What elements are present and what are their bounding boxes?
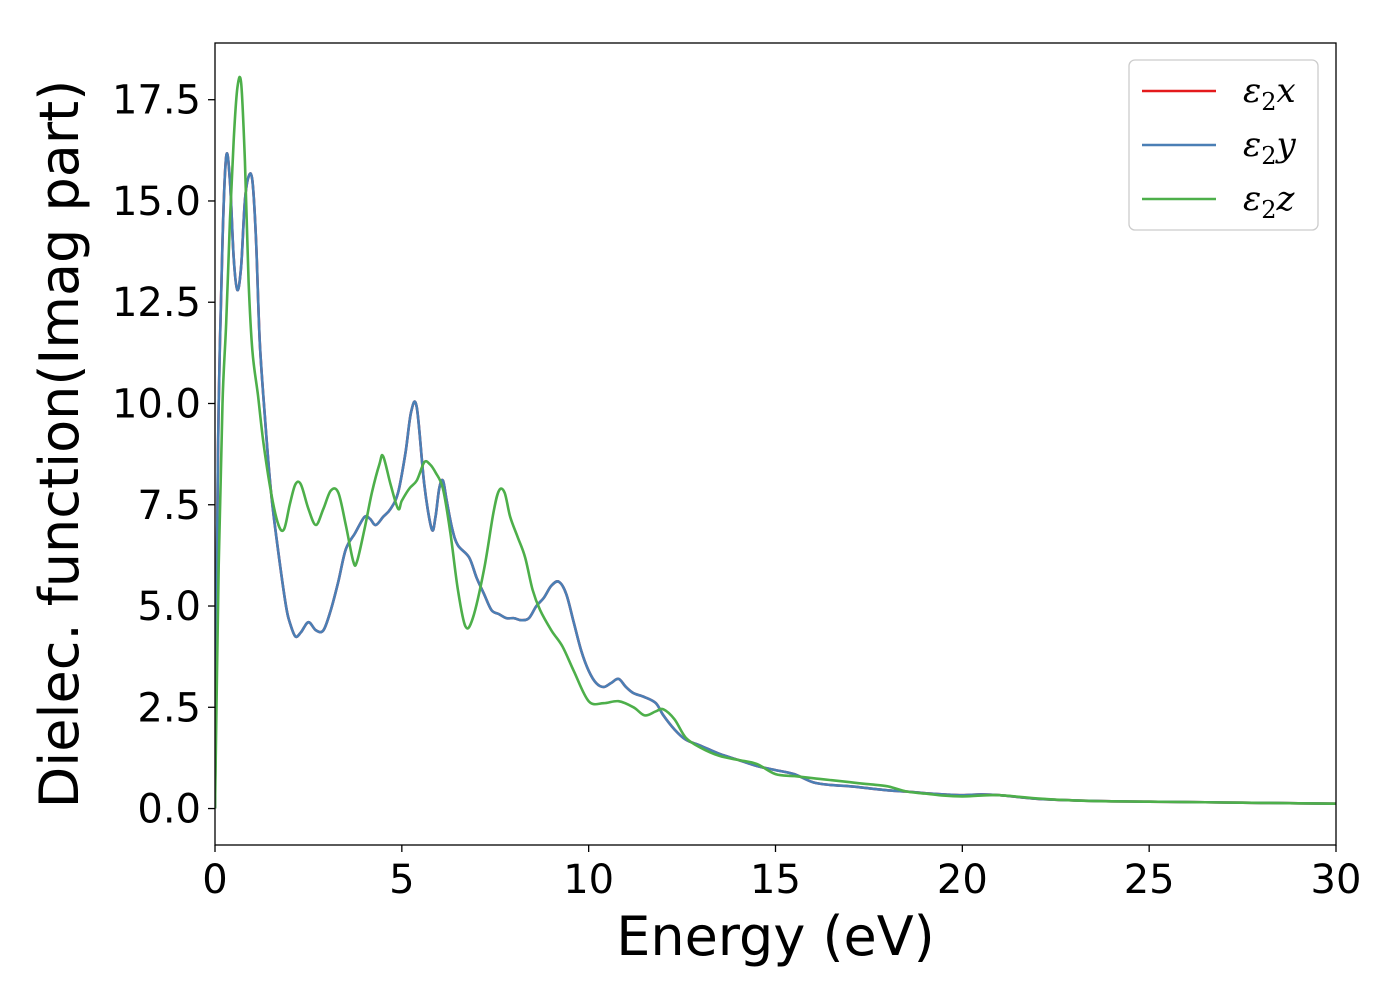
- x-tick-label: 10: [563, 857, 614, 903]
- series-line-1: [215, 152, 1336, 809]
- legend: ε2x ε2y ε2z: [1128, 59, 1319, 231]
- y-tick-label: 12.5: [112, 280, 201, 326]
- legend-box: [1128, 59, 1319, 231]
- x-tick-label: 20: [937, 857, 988, 903]
- series-line-3: [215, 75, 1336, 809]
- y-tick-label: 15.0: [112, 179, 201, 225]
- x-tick-label: 30: [1311, 857, 1362, 903]
- y-tick-label: 17.5: [112, 78, 201, 124]
- y-ticks: 0.0 2.5 5.0 7.5 10.0 12.5 15.0 17.5: [112, 78, 215, 833]
- legend-label-3: ε2z: [1243, 179, 1296, 224]
- x-tick-label: 15: [750, 857, 801, 903]
- legend-label-1: ε2x: [1243, 71, 1296, 116]
- y-tick-label: 7.5: [137, 483, 201, 529]
- y-tick-label: 0.0: [137, 787, 201, 833]
- y-axis-label: Dielec. function(Imag part): [28, 80, 91, 809]
- y-tick-label: 5.0: [137, 584, 201, 630]
- series-layer: [215, 75, 1336, 809]
- x-tick-label: 0: [202, 857, 227, 903]
- x-tick-label: 25: [1124, 857, 1175, 903]
- y-tick-label: 2.5: [137, 685, 201, 731]
- x-tick-label: 5: [389, 857, 414, 903]
- legend-label-2: ε2y: [1243, 125, 1297, 170]
- x-ticks: 0 5 10 15 20 25 30: [202, 845, 1361, 903]
- series-line-2: [215, 152, 1336, 809]
- y-tick-label: 10.0: [112, 381, 201, 427]
- x-axis-label: Energy (eV): [616, 905, 935, 968]
